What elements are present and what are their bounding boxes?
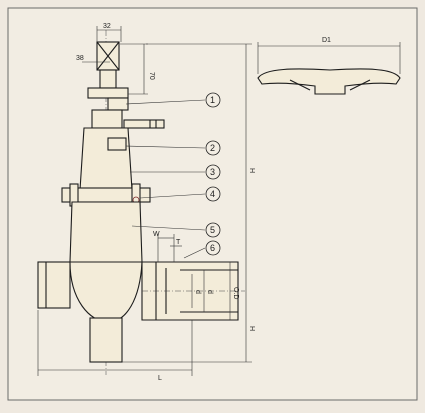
bonnet-cap — [87, 87, 129, 99]
svg-text:6: 6 — [210, 243, 215, 253]
svg-text:5: 5 — [210, 225, 215, 235]
dim-flange-t: T — [176, 239, 181, 246]
dim-flange-w: W — [153, 231, 160, 238]
left-socket — [37, 261, 71, 309]
valve-front-view — [37, 30, 245, 375]
dim-outer-diameter: O.D — [232, 287, 239, 299]
dim-bore-large: d — [206, 290, 213, 294]
handwheel-view: D1 — [257, 37, 401, 95]
dim-stem-height: 70 — [148, 72, 155, 80]
bonnet-body — [79, 127, 133, 191]
svg-text:3: 3 — [210, 167, 215, 177]
callout-3: 3 — [130, 164, 221, 180]
dim-square: 38 — [76, 55, 84, 62]
bottom-plug — [89, 317, 123, 363]
svg-text:4: 4 — [210, 189, 215, 199]
callout-6: 6 — [183, 240, 221, 259]
svg-text:1: 1 — [210, 95, 215, 105]
callout-4: 4 — [139, 186, 221, 202]
dim-length: L — [158, 375, 162, 382]
callout-5: 5 — [131, 222, 221, 238]
dim-overall-height: H — [248, 168, 255, 173]
stem-housing — [99, 69, 117, 89]
bonnet-neck — [91, 109, 123, 129]
gland-bolt — [123, 119, 165, 129]
dim-stem-width: 32 — [103, 23, 111, 30]
valve-body — [69, 201, 143, 263]
svg-text:2: 2 — [210, 143, 215, 153]
dim-handwheel-diameter: D1 — [322, 37, 331, 44]
packing-nut — [107, 137, 127, 151]
handwheel-rim — [257, 68, 401, 95]
callout-2: 2 — [125, 140, 221, 156]
dim-bore-small: d — [194, 290, 201, 294]
drawing-frame — [7, 7, 418, 401]
callout-1: 1 — [125, 92, 221, 108]
dim-center-height: H — [248, 326, 255, 331]
stem-box — [107, 97, 129, 111]
